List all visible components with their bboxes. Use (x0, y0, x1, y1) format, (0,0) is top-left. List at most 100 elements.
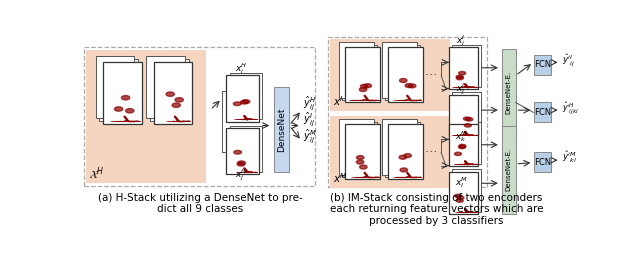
Polygon shape (166, 92, 175, 96)
Text: $x_j^H$: $x_j^H$ (235, 168, 248, 183)
Bar (382, 42, 417, 98)
Text: $x^I$: $x^I$ (333, 94, 344, 108)
Polygon shape (237, 162, 245, 166)
Bar (274, 87, 289, 172)
Bar (534, 55, 551, 75)
Text: DenseNet-E.: DenseNet-E. (506, 71, 511, 115)
Bar (346, 47, 380, 102)
Bar (146, 56, 184, 118)
Bar (449, 172, 478, 214)
Polygon shape (399, 155, 406, 159)
Text: DenseNet: DenseNet (277, 107, 286, 152)
Polygon shape (463, 117, 470, 120)
Bar (339, 42, 374, 98)
Bar (382, 119, 417, 175)
Polygon shape (456, 75, 463, 79)
Bar (385, 122, 420, 177)
Polygon shape (172, 103, 180, 107)
Bar (86, 50, 206, 182)
Text: DenseNet-E.: DenseNet-E. (506, 148, 511, 192)
Polygon shape (115, 107, 123, 111)
Polygon shape (364, 84, 372, 88)
Bar (385, 45, 420, 100)
Text: $\hat{y}_{ij}^M$: $\hat{y}_{ij}^M$ (303, 127, 317, 145)
Polygon shape (465, 124, 472, 127)
Text: (b) IM-Stack consisting of two enconders
each returning feature vectors which ar: (b) IM-Stack consisting of two enconders… (330, 193, 543, 226)
Polygon shape (466, 118, 473, 121)
Bar (154, 62, 193, 124)
Polygon shape (360, 84, 368, 88)
Polygon shape (399, 78, 407, 83)
Polygon shape (356, 160, 364, 164)
Polygon shape (405, 84, 413, 87)
Polygon shape (234, 150, 241, 154)
Bar (339, 119, 374, 175)
Polygon shape (242, 100, 250, 104)
Polygon shape (459, 71, 466, 75)
Polygon shape (456, 199, 463, 202)
Text: $x_l^M$: $x_l^M$ (454, 175, 468, 190)
Polygon shape (459, 144, 466, 148)
Text: $x^M$: $x^M$ (333, 171, 348, 185)
Polygon shape (360, 165, 367, 169)
Bar (103, 62, 142, 124)
Polygon shape (237, 161, 245, 164)
Text: (a) H-Stack utilizing a DenseNet to pre-
dict all 9 classes: (a) H-Stack utilizing a DenseNet to pre-… (98, 193, 303, 214)
Bar (342, 122, 377, 177)
Bar (330, 39, 451, 111)
Polygon shape (400, 168, 408, 172)
Text: $\ldots$: $\ldots$ (424, 142, 437, 155)
Text: $x_j^I$: $x_j^I$ (456, 82, 466, 97)
Bar (534, 152, 551, 172)
Polygon shape (408, 84, 416, 88)
Bar (502, 49, 516, 137)
Bar (452, 45, 481, 87)
Bar (84, 47, 315, 185)
Text: $\mathcal{X}^H$: $\mathcal{X}^H$ (90, 166, 105, 181)
Bar (95, 56, 134, 118)
Polygon shape (454, 194, 461, 198)
Polygon shape (175, 98, 184, 102)
Text: $x_k^M$: $x_k^M$ (454, 129, 468, 144)
Bar (150, 59, 189, 121)
Polygon shape (454, 152, 461, 156)
Text: FCN: FCN (534, 158, 551, 167)
Text: $x_i^H$: $x_i^H$ (235, 61, 248, 76)
Bar (230, 126, 262, 172)
Bar (449, 47, 478, 89)
Text: FCN: FCN (534, 108, 551, 117)
Bar (449, 124, 478, 166)
Bar (346, 124, 380, 179)
Bar (227, 128, 259, 174)
Bar (230, 73, 262, 119)
Bar (227, 75, 259, 122)
Bar (452, 169, 481, 212)
Polygon shape (125, 108, 134, 113)
Polygon shape (234, 102, 241, 106)
Bar (99, 59, 138, 121)
Polygon shape (457, 196, 464, 200)
Text: $\ldots$: $\ldots$ (424, 65, 437, 78)
Polygon shape (459, 145, 466, 149)
Polygon shape (359, 87, 367, 92)
Polygon shape (356, 156, 364, 160)
Text: $\hat{y}_{ij}^I$: $\hat{y}_{ij}^I$ (303, 111, 315, 128)
Text: $\hat{y}_{ij}^H$: $\hat{y}_{ij}^H$ (303, 94, 316, 112)
Bar (502, 126, 516, 214)
Bar (328, 37, 487, 187)
Bar (452, 92, 481, 135)
Polygon shape (456, 76, 463, 80)
Polygon shape (404, 154, 412, 158)
Bar (330, 116, 451, 188)
Bar (388, 124, 423, 179)
Bar (342, 45, 377, 100)
Text: $\hat{y}'^I_{ij}$: $\hat{y}'^I_{ij}$ (562, 52, 575, 68)
Text: $\hat{y}'^H_{ijkl}$: $\hat{y}'^H_{ijkl}$ (562, 100, 579, 116)
Text: $\hat{y}'^M_{kl}$: $\hat{y}'^M_{kl}$ (562, 150, 577, 165)
Bar (449, 95, 478, 137)
Bar (388, 47, 423, 102)
Bar (452, 122, 481, 164)
Text: FCN: FCN (534, 60, 551, 69)
Bar (534, 102, 551, 123)
Text: $x_i^I$: $x_i^I$ (456, 33, 466, 48)
